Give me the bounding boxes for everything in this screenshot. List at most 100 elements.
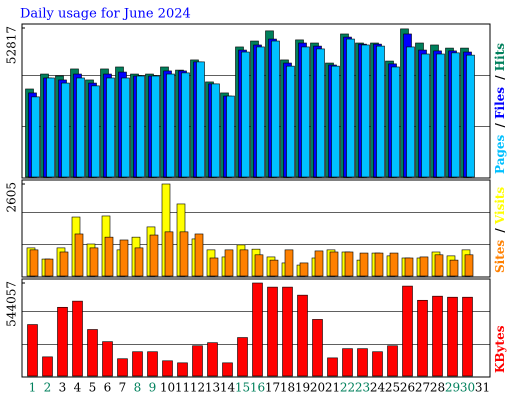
bar: [419, 256, 429, 277]
bar: [61, 82, 70, 178]
bar: [346, 38, 355, 178]
legend: Pages / Files / Hits: [493, 43, 507, 174]
bar: [132, 351, 143, 377]
x-tick-label: 1: [29, 381, 37, 395]
bar: [59, 251, 69, 277]
x-tick-label: 14: [220, 381, 236, 395]
bar: [331, 65, 340, 178]
bar: [57, 306, 68, 377]
bar: [209, 257, 219, 277]
x-tick-label: 23: [355, 381, 370, 395]
y-tick-label: 544057: [5, 281, 19, 327]
bar: [74, 233, 84, 277]
x-tick-label: 10: [160, 381, 175, 395]
bar: [297, 294, 308, 377]
bar: [89, 247, 99, 277]
x-tick-label: 12: [190, 381, 205, 395]
x-tick-label: 28: [430, 381, 445, 395]
x-tick-label: 20: [310, 381, 325, 395]
bar: [177, 362, 188, 377]
bar: [222, 362, 233, 377]
bar: [119, 239, 129, 277]
x-tick-label: 13: [205, 381, 220, 395]
bar: [72, 300, 83, 377]
bar: [406, 46, 415, 178]
bar: [436, 53, 445, 178]
x-tick-label: 15: [235, 381, 250, 395]
bar: [299, 262, 309, 277]
x-tick-label: 5: [89, 381, 97, 395]
bar: [29, 249, 39, 277]
bar: [372, 351, 383, 377]
legend: KBytes: [493, 325, 507, 373]
y-tick-label: 52817: [5, 26, 19, 64]
bar: [102, 341, 113, 377]
bar: [314, 250, 324, 277]
x-tick-label: 30: [460, 381, 475, 395]
bar: [269, 259, 279, 277]
bar: [389, 252, 399, 277]
legend-separator: /: [493, 71, 507, 84]
chart-title: Daily usage for June 2024: [20, 7, 191, 22]
bar: [402, 285, 413, 377]
bar: [256, 46, 265, 178]
bar: [237, 337, 248, 377]
bar: [164, 231, 174, 277]
bar: [147, 351, 158, 377]
x-tick-label: 26: [400, 381, 415, 395]
bar: [464, 254, 474, 277]
bar: [44, 258, 54, 277]
bar: [42, 356, 53, 377]
y-tick-label: 2605: [5, 182, 19, 213]
bar: [301, 46, 310, 178]
bar: [239, 249, 249, 277]
x-tick-label: 4: [74, 381, 82, 395]
bar: [226, 95, 235, 178]
legend-entry: Hits: [493, 43, 507, 71]
bar: [27, 324, 38, 377]
bar: [136, 75, 145, 178]
bar: [449, 259, 459, 277]
bar: [462, 296, 473, 377]
bar: [76, 77, 85, 178]
x-tick-label: 21: [325, 381, 340, 395]
bar: [252, 282, 263, 377]
bar: [359, 252, 369, 277]
x-tick-label: 3: [59, 381, 67, 395]
bar: [344, 251, 354, 277]
bar: [104, 236, 114, 277]
x-tick-label: 6: [104, 381, 112, 395]
x-tick-label: 25: [385, 381, 400, 395]
bar: [391, 66, 400, 178]
legend-entry: Pages: [493, 134, 507, 174]
legend-separator: /: [493, 224, 507, 237]
x-tick-label: 9: [149, 381, 157, 395]
bar: [271, 40, 280, 178]
bar: [267, 286, 278, 377]
bar: [284, 249, 294, 277]
legend-entry: KBytes: [493, 325, 507, 373]
bar: [121, 77, 130, 178]
bar: [117, 358, 128, 377]
bar: [166, 73, 175, 178]
bar: [312, 319, 323, 377]
bar: [31, 96, 40, 178]
bar: [361, 44, 370, 178]
x-tick-label: 17: [265, 381, 280, 395]
bar: [327, 357, 338, 377]
legend-entry: Sites: [493, 240, 507, 273]
bar: [451, 52, 460, 178]
bar: [387, 345, 398, 377]
x-tick-label: 7: [119, 381, 127, 395]
x-tick-label: 18: [280, 381, 295, 395]
x-tick-label: 8: [134, 381, 142, 395]
x-tick-label: 22: [340, 381, 355, 395]
bar: [194, 233, 204, 277]
bar: [316, 48, 325, 178]
bar: [421, 53, 430, 178]
x-tick-label: 2: [44, 381, 52, 395]
bar: [404, 257, 414, 277]
bar: [91, 85, 100, 178]
bar: [134, 247, 144, 277]
